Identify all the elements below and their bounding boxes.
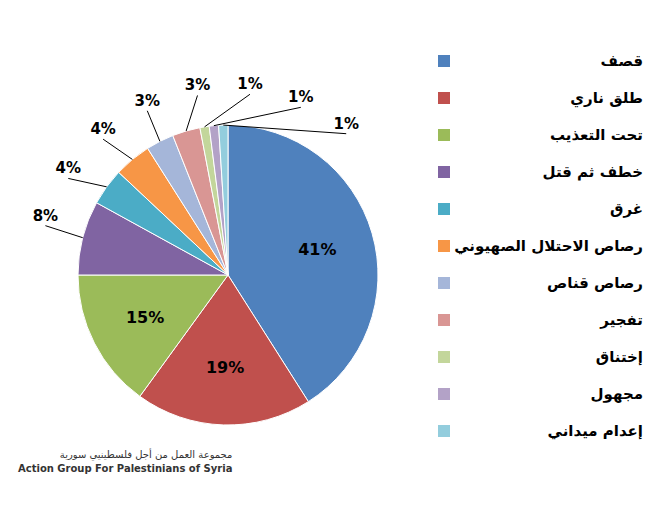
svg-text:15%: 15%	[126, 308, 164, 327]
svg-text:1%: 1%	[288, 88, 313, 106]
html-text:إختناق: إختناق	[595, 348, 643, 366]
svg-text:4%: 4%	[56, 159, 81, 177]
svg-text:4%: 4%	[90, 120, 115, 138]
html-text:Action Group For Palestinians: Action Group For Palestinians of Syria	[18, 463, 233, 474]
html-text:قصف: قصف	[600, 52, 643, 70]
svg-text:41%: 41%	[298, 240, 336, 259]
html-text:إعدام ميداني: إعدام ميداني	[547, 422, 643, 440]
html-text:تفجير: تفجير	[600, 311, 643, 329]
svg-text:8%: 8%	[33, 207, 58, 225]
html-text:مجموعة العمل من أجل فلسطينيي س: مجموعة العمل من أجل فلسطينيي سورية	[59, 449, 233, 460]
html-text:رصاص الاحتلال الصهيوني: رصاص الاحتلال الصهيوني	[454, 237, 643, 255]
svg-text:3%: 3%	[135, 92, 160, 110]
svg-text:19%: 19%	[206, 358, 244, 377]
svg-text:3%: 3%	[185, 76, 210, 94]
html-text:خطف ثم قتل: خطف ثم قتل	[542, 163, 643, 181]
html-text:طلق ناري: طلق ناري	[570, 89, 643, 107]
html-text:مجهول: مجهول	[590, 385, 643, 403]
html-text:رصاص قناص: رصاص قناص	[547, 274, 643, 292]
svg-text:1%: 1%	[237, 75, 262, 93]
svg-text:1%: 1%	[333, 115, 358, 133]
html-text:غرق: غرق	[610, 200, 643, 218]
html-text:تحت التعذيب: تحت التعذيب	[549, 126, 643, 144]
